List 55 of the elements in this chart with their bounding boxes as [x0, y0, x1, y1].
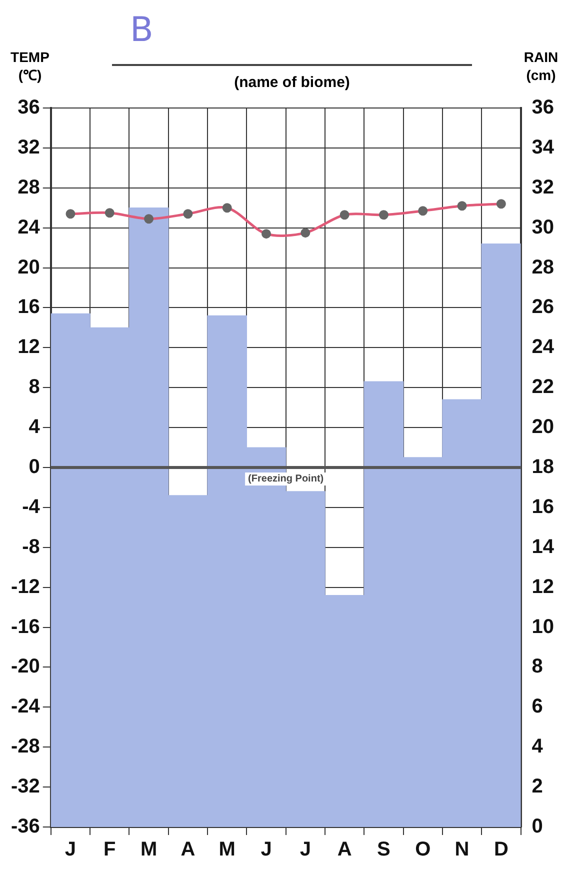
y-tick-label: 16 [18, 296, 40, 318]
y-tick-label: 36 [18, 96, 40, 119]
y-tick-label: -12 [11, 576, 40, 598]
y-tick-label: -20 [11, 656, 40, 678]
y2-tick-label: 26 [532, 296, 554, 318]
ref-line-label: (Freezing Point) [248, 473, 324, 484]
y2-tick-label: 22 [532, 376, 554, 398]
y-tick-label: 0 [28, 456, 40, 478]
y-tick-label: 4 [28, 416, 41, 438]
y-tick-label: -36 [11, 816, 40, 838]
x-tick-label: J [260, 838, 272, 861]
y-tick-label: 8 [28, 376, 40, 398]
y-tick-label: -4 [22, 496, 41, 518]
x-tick-label: A [180, 838, 196, 861]
y-tick-label: -28 [11, 736, 40, 758]
y2-tick-label: 0 [532, 816, 543, 838]
y-axis-title: TEMP (℃) [10, 48, 50, 84]
y2-tick-label: 14 [532, 536, 555, 558]
x-tick-label: J [64, 838, 76, 861]
chart-title: B [130, 10, 154, 50]
x-tick-label: M [218, 838, 236, 861]
y-tick-label: -8 [22, 536, 40, 558]
y2-tick-label: 28 [532, 256, 554, 278]
x-tick-label: O [415, 838, 431, 861]
y2-tick-label: 30 [532, 216, 554, 238]
x-tick-label: M [140, 838, 158, 861]
y2-tick-label: 10 [532, 616, 554, 638]
y-tick-label: -32 [11, 776, 40, 798]
y2-tick-label: 16 [532, 496, 554, 518]
y2-tick-label: 20 [532, 416, 554, 438]
y2-tick-label: 8 [532, 656, 543, 678]
y2-tick-label: 32 [532, 176, 554, 198]
y-tick-label: 20 [18, 256, 40, 278]
x-tick-label: J [300, 838, 311, 861]
x-tick-label: F [104, 838, 116, 861]
x-tick-label: A [337, 838, 352, 861]
y-tick-label: 24 [18, 216, 41, 238]
y2-tick-label: 36 [532, 96, 554, 119]
y2-tick-label: 12 [532, 576, 554, 598]
x-tick-label: N [454, 838, 470, 861]
x-tick-label: D [494, 838, 508, 861]
y-tick-label: -24 [11, 696, 41, 718]
y2-tick-label: 2 [532, 776, 543, 798]
x-tick-label: S [377, 838, 390, 861]
chart-subtitle: (name of biome) [112, 64, 472, 91]
y-tick-label: 28 [18, 176, 40, 198]
y2-tick-label: 6 [532, 696, 543, 718]
y-tick-label: -16 [11, 616, 40, 638]
y2-tick-label: 24 [532, 336, 555, 358]
y2-axis-title: RAIN (cm) [522, 48, 560, 84]
y-tick-label: 32 [18, 136, 40, 158]
y2-tick-label: 4 [532, 736, 544, 758]
y2-tick-label: 34 [532, 136, 555, 158]
y2-tick-label: 18 [532, 456, 554, 478]
y-tick-label: 12 [18, 336, 40, 358]
